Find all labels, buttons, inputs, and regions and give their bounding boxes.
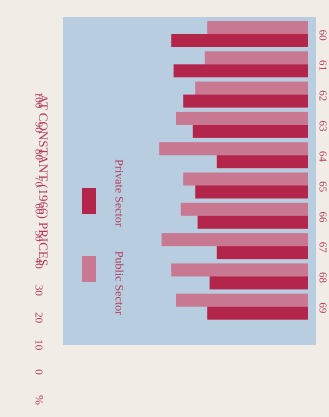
bar-private-sector-66 <box>197 215 308 229</box>
legend: Public Sector Private Sector <box>82 159 126 315</box>
x-tick-label-62: 62 <box>316 90 328 101</box>
x-tick-label-69: 69 <box>316 302 328 314</box>
x-tick-label-60: 60 <box>316 30 328 42</box>
bar-public-sector-61 <box>204 51 308 65</box>
bar-public-sector-68 <box>171 263 308 277</box>
legend-label-private-sector: Private Sector <box>112 159 126 227</box>
chart-title: AT CONSTANT (1966) PRICES <box>36 94 51 266</box>
y-tick-label-100: 100 <box>32 92 44 109</box>
bar-public-sector-66 <box>180 202 308 216</box>
bar-private-sector-68 <box>209 276 308 290</box>
y-tick-label-50: 50 <box>32 231 44 243</box>
bar-private-sector-60 <box>171 34 308 47</box>
bar-private-sector-63 <box>192 124 308 138</box>
y-tick-label-20: 20 <box>32 312 44 324</box>
bar-private-sector-62 <box>183 94 308 108</box>
bar-public-sector-67 <box>161 233 308 247</box>
bar-private-sector-64 <box>216 155 308 169</box>
y-axis-unit: % <box>32 395 46 405</box>
x-tick-label-65: 65 <box>316 181 328 193</box>
bar-public-sector-60 <box>207 21 308 34</box>
x-tick-label-61: 61 <box>316 60 328 71</box>
legend-label-public-sector: Public Sector <box>112 251 126 315</box>
x-tick-label-68: 68 <box>316 272 328 284</box>
bar-private-sector-69 <box>207 306 308 320</box>
bar-public-sector-63 <box>176 111 308 125</box>
y-tick-label-10: 10 <box>32 339 44 351</box>
x-tick-label-64: 64 <box>316 151 328 163</box>
bar-public-sector-65 <box>183 172 308 186</box>
x-tick-label-67: 67 <box>316 242 328 254</box>
x-tick-label-63: 63 <box>316 121 328 133</box>
bar-public-sector-69 <box>176 293 308 307</box>
bar-public-sector-64 <box>159 142 308 156</box>
y-tick-label-0: 0 <box>32 369 44 375</box>
legend-swatch-public-sector <box>82 256 96 282</box>
bar-private-sector-65 <box>195 185 308 199</box>
x-tick-label-66: 66 <box>316 211 328 223</box>
y-tick-label-80: 80 <box>32 149 44 161</box>
y-tick-label-40: 40 <box>32 258 44 270</box>
y-tick-label-30: 30 <box>32 285 44 297</box>
y-tick-label-90: 90 <box>32 122 44 134</box>
bar-private-sector-61 <box>173 64 308 78</box>
y-tick-label-60: 60 <box>32 203 44 215</box>
y-tick-label-70: 70 <box>32 176 44 188</box>
legend-swatch-private-sector <box>82 188 96 214</box>
bar-private-sector-67 <box>216 246 308 260</box>
bar-public-sector-62 <box>195 81 308 95</box>
